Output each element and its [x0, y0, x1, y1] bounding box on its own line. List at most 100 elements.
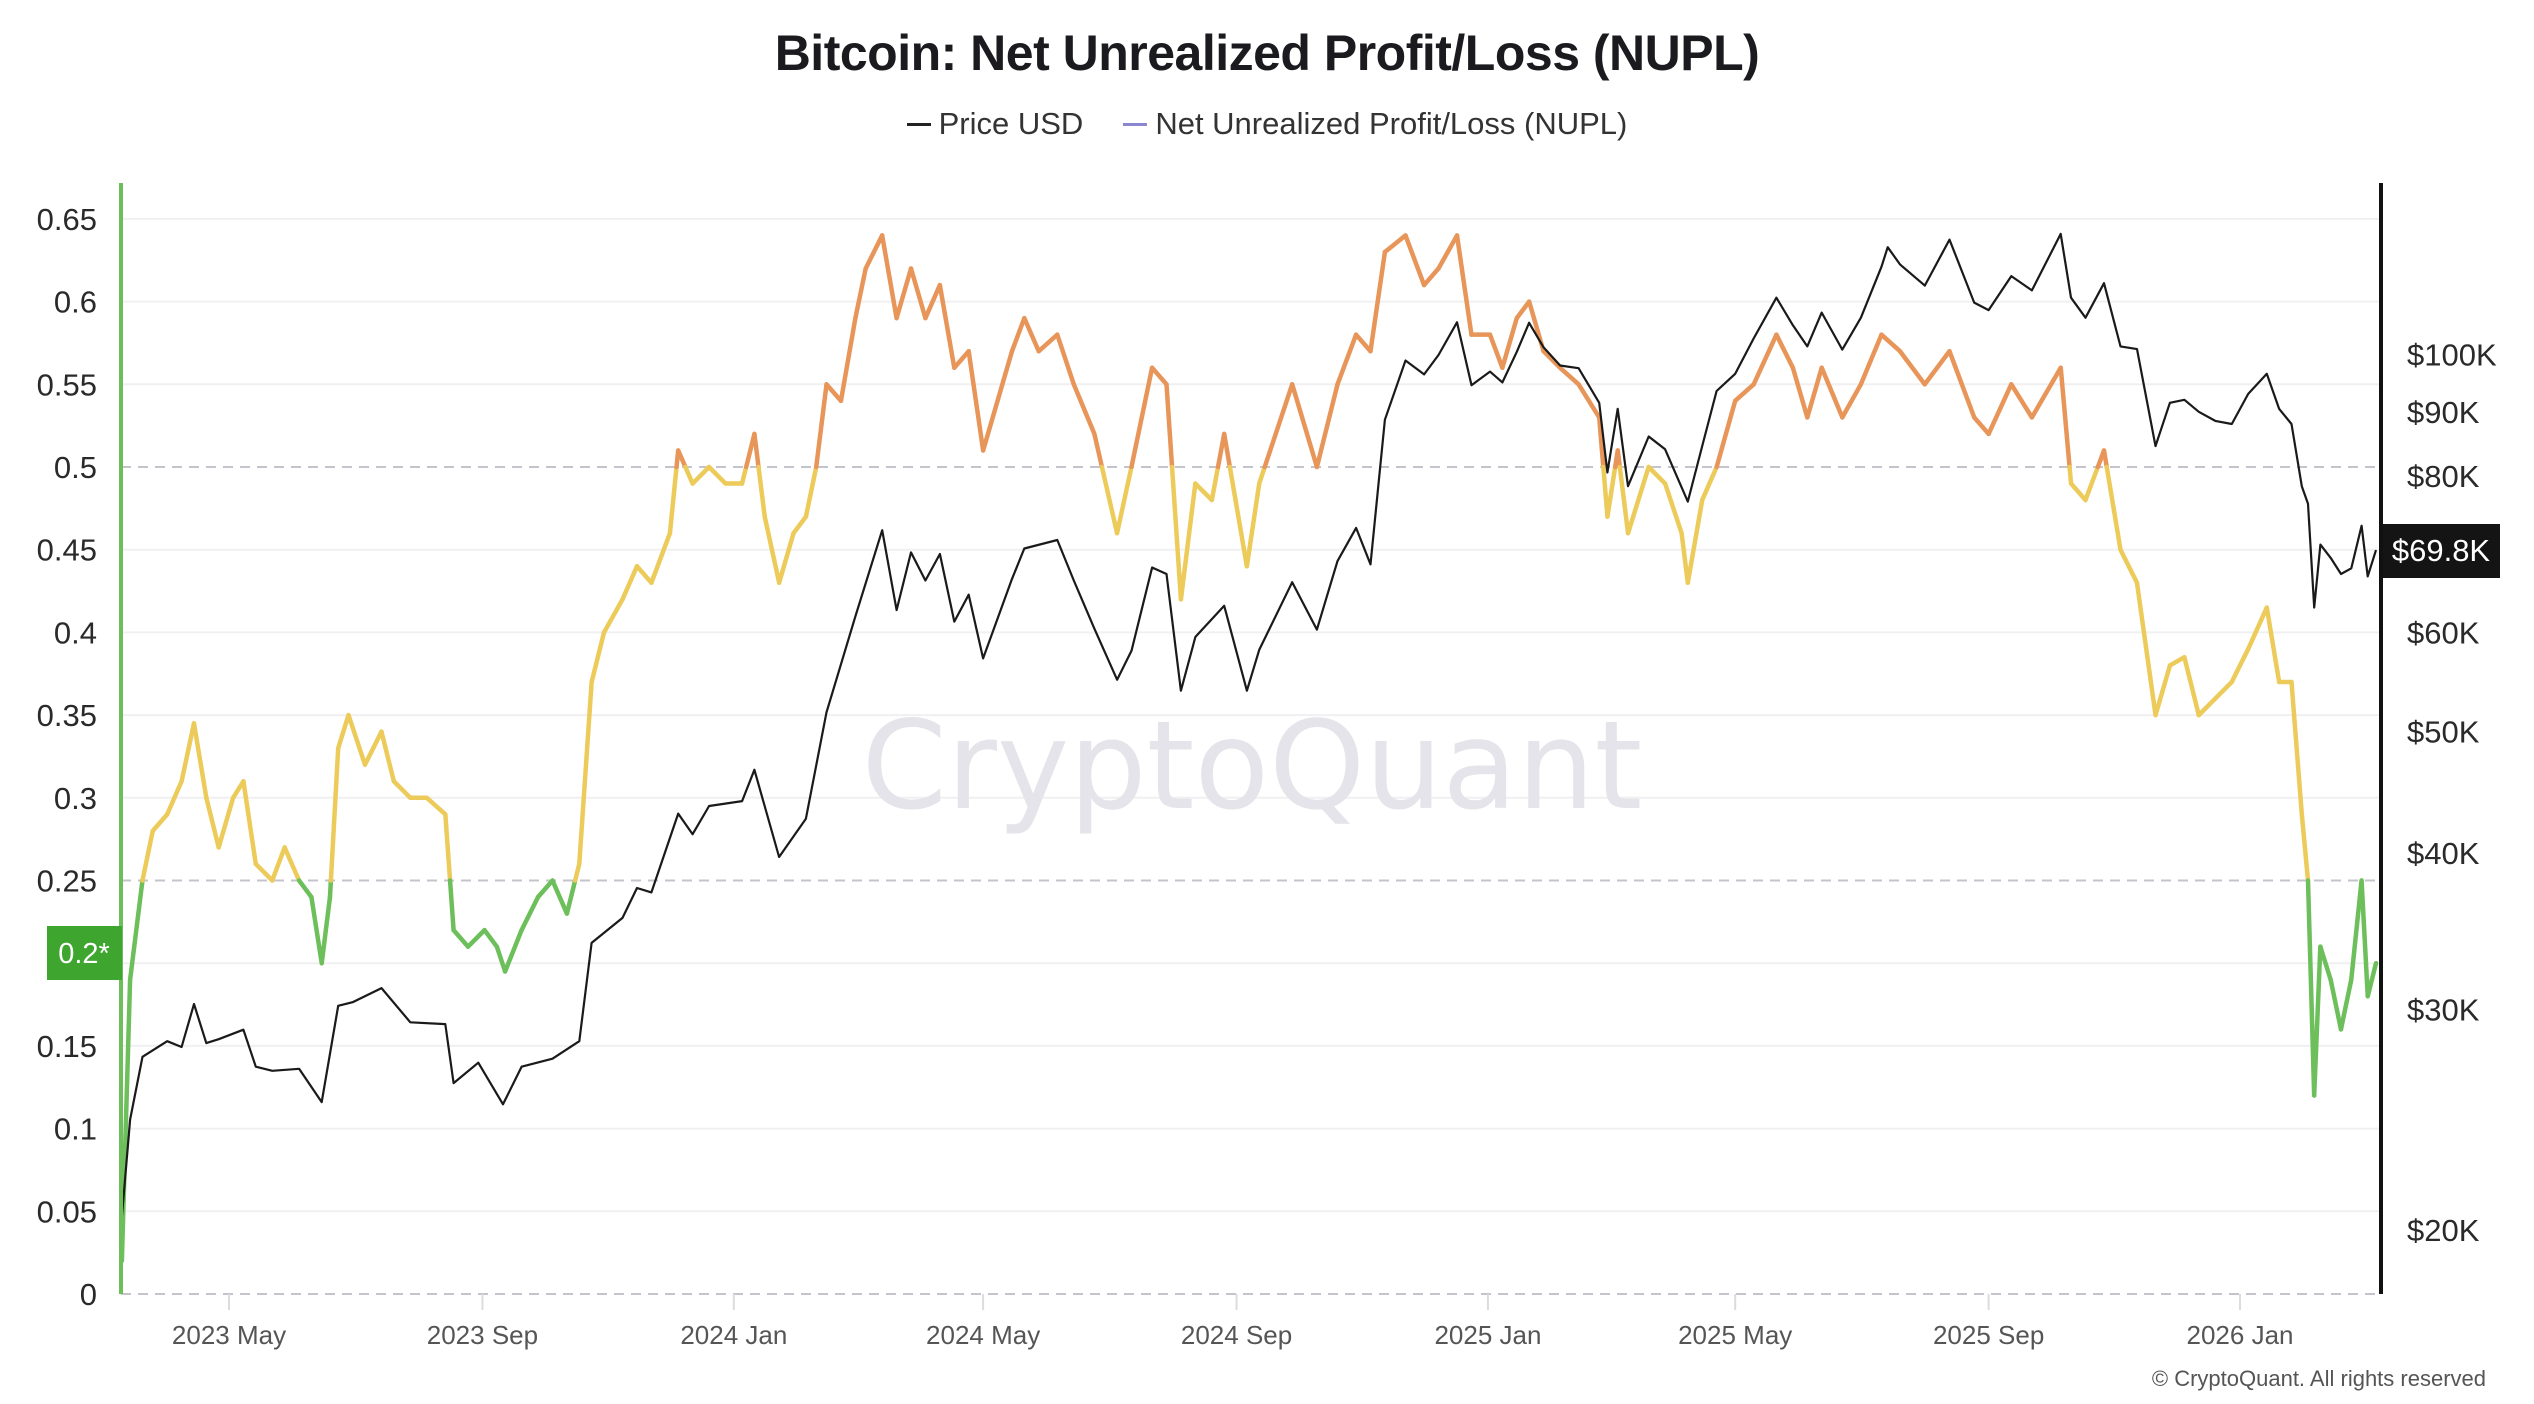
nupl-line-segment: [1790, 365, 1810, 420]
nupl-line-segment: [309, 894, 324, 966]
nupl-line-segment: [824, 382, 844, 404]
nupl-line-segment: [1487, 332, 1505, 371]
left-tick-label: 0.25: [37, 864, 97, 899]
nupl-line-segment: [966, 348, 986, 453]
nupl-line-segment: [762, 514, 782, 586]
nupl-line-segment: [1022, 315, 1042, 354]
copyright: © CryptoQuant. All rights reserved: [2151, 1366, 2486, 1391]
x-tick-label: 2025 May: [1678, 1320, 1792, 1350]
nupl-line-segment: [1071, 382, 1097, 437]
right-tick-label: $80K: [2407, 459, 2480, 494]
nupl-line-segment: [1273, 382, 1295, 437]
nupl-line-segment: [550, 878, 570, 916]
nupl-line-segment: [1244, 481, 1262, 569]
nupl-line-segment: [150, 812, 170, 834]
x-axis-ticks: 2023 May 2023 Sep 2024 Jan 2024 May 2024 Sep…: [172, 1294, 2293, 1350]
nupl-line-segment: [1679, 530, 1691, 586]
nupl-line-segment: [1605, 464, 1618, 519]
nupl-line-segment: [127, 878, 145, 982]
legend-item-nupl[interactable]: Net Unrealized Profit/Loss (NUPL): [1123, 106, 1627, 142]
nupl-line-segment: [577, 679, 594, 867]
left-tick-label: 0.6: [54, 285, 97, 320]
nupl-line-segment: [1662, 481, 1684, 536]
price-legend-swatch: [906, 122, 931, 126]
gridlines: [121, 217, 2381, 1213]
nupl-line-segment: [1129, 365, 1155, 470]
price-series: [120, 232, 2378, 1217]
nupl-line-segment: [1617, 464, 1631, 536]
legend-item-price[interactable]: Price USD: [906, 106, 1084, 142]
nupl-line-segment: [1353, 332, 1373, 354]
nupl-line-segment: [894, 266, 914, 321]
nupl-line-segment: [1036, 332, 1060, 354]
nupl-line-segment: [1514, 299, 1532, 321]
left-tick-label: 0.4: [54, 615, 97, 650]
nupl-line-segment: [756, 464, 767, 519]
x-tick-label: 2025 Jan: [1434, 1320, 1541, 1350]
nupl-line-segment: [564, 878, 578, 916]
nupl-line-segment: [140, 828, 156, 883]
nupl-line-segment: [2104, 464, 2123, 552]
nupl-line-segment: [319, 894, 333, 966]
nupl-line-segment: [2349, 878, 2364, 982]
nupl-line-segment: [2299, 812, 2311, 883]
nupl-line-segment: [2213, 679, 2235, 701]
nupl-current-badge: 0.2*: [47, 926, 122, 980]
nupl-line-segment: [179, 721, 197, 784]
nupl-line-segment: [1221, 431, 1233, 470]
nupl-line-segment: [923, 282, 943, 321]
threshold-lines: [121, 466, 2381, 1295]
nupl-line-segment: [2196, 696, 2218, 718]
nupl-line-segment: [980, 398, 1000, 453]
legend-label-price: Price USD: [938, 106, 1084, 141]
nupl-line-segment: [1209, 464, 1221, 503]
right-tick-label: $90K: [2407, 395, 2480, 430]
legend: Price USD Net Unrealized Profit/Loss (NU…: [0, 106, 2534, 142]
nupl-line-segment: [1262, 431, 1278, 470]
nupl-line-segment: [1714, 398, 1738, 470]
nupl-line-segment: [667, 464, 679, 536]
nupl-line-segment: [204, 795, 221, 850]
nupl-line-segment: [649, 530, 673, 586]
left-tick-label: 0.35: [37, 698, 97, 733]
nupl-line-segment: [1557, 365, 1581, 387]
watermark: CryptoQuant: [862, 695, 1643, 837]
nupl-line-segment: [1971, 415, 1991, 437]
nupl-line-segment: [2359, 878, 2370, 999]
left-tick-label: 0.05: [37, 1194, 97, 1229]
nupl-line-segment: [1149, 365, 1169, 387]
nupl-line-segment: [1541, 348, 1563, 371]
nupl-line-segment: [391, 779, 413, 801]
nupl-line-segment: [328, 745, 341, 883]
right-tick-label: $30K: [2407, 992, 2480, 1027]
nupl-line-segment: [1256, 464, 1267, 486]
nupl-line-segment: [1436, 233, 1460, 271]
nupl-line-segment: [335, 712, 351, 751]
nupl-line-segment: [1368, 249, 1388, 354]
nupl-line-segment: [1774, 332, 1796, 371]
nupl-line-segment: [346, 712, 368, 767]
nupl-line-segment: [1289, 382, 1320, 470]
left-tick-label: 0.3: [54, 781, 97, 816]
nupl-line-segment: [863, 233, 885, 271]
nupl-line-segment: [1114, 464, 1134, 536]
nupl-line-segment: [675, 448, 688, 470]
x-tick-label: 2023 Sep: [427, 1320, 538, 1350]
nupl-line-segment: [838, 315, 858, 404]
nupl-line-segment: [535, 878, 555, 900]
left-axis-ticks: 0 0.05 0.1 0.15 0.25 0.3 0.35 0.4 0.45 0.5 0.55 0.6…: [37, 202, 97, 1312]
nupl-line-segment: [952, 348, 971, 371]
nupl-line-segment: [1858, 332, 1884, 387]
nupl-line-segment: [1879, 332, 1903, 354]
x-tick-label: 2023 May: [172, 1320, 286, 1350]
x-tick-label: 2025 Sep: [1933, 1320, 2044, 1350]
right-tick-label: $50K: [2407, 715, 2480, 750]
nupl-line-segment: [282, 845, 302, 883]
nupl-line-segment: [1986, 382, 2014, 437]
nupl-line-segment: [2083, 464, 2101, 503]
nupl-line-segment: [706, 464, 728, 486]
nupl-line-segment: [1646, 464, 1668, 486]
nupl-line-segment: [1403, 233, 1427, 288]
nupl-line-segment: [465, 927, 487, 949]
